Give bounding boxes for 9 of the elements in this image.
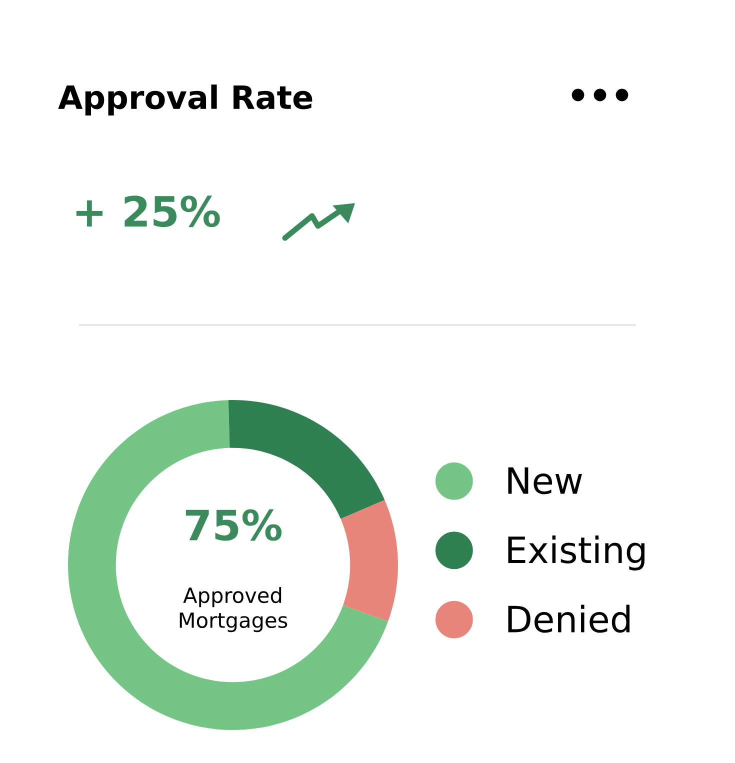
legend-label: Existing (508, 536, 644, 570)
donut-slice (68, 400, 388, 730)
text: Approved Mortgages (180, 587, 288, 632)
legend-label: New (508, 467, 582, 494)
chart-title: Approval Rate (58, 84, 312, 116)
donut-slice (340, 500, 398, 622)
text: 75% (186, 509, 282, 541)
legend-label: Denied (508, 604, 630, 633)
text: + 25% (76, 196, 220, 228)
